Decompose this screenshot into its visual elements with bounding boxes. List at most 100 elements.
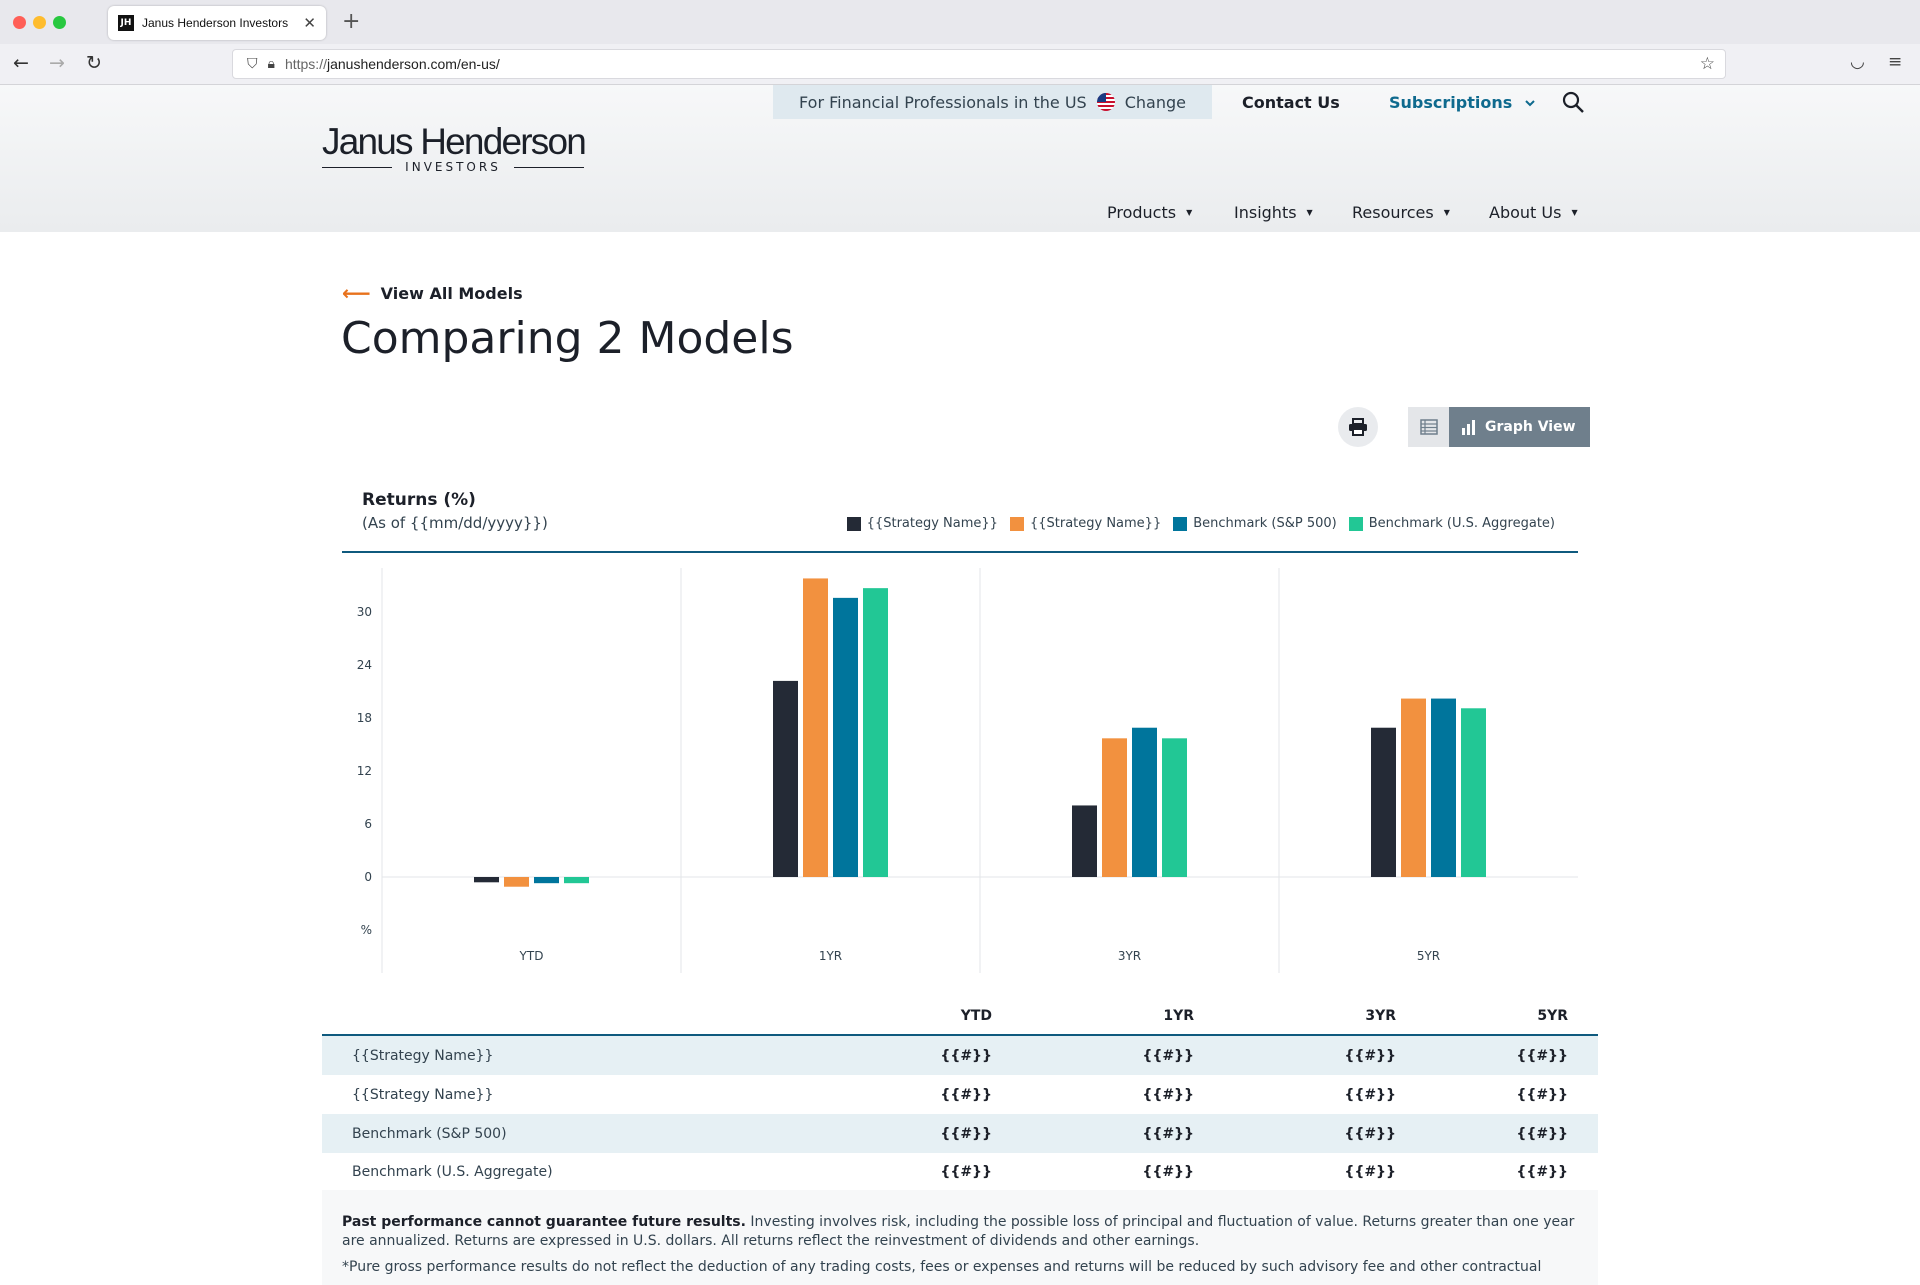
legend-swatch: [1348, 516, 1363, 531]
close-icon[interactable]: ✕: [303, 14, 316, 32]
change-region-link[interactable]: Change: [1124, 92, 1186, 112]
caret-down-icon: ▼: [1186, 208, 1193, 217]
table-header-1yr: 1YR: [1163, 1008, 1194, 1024]
us-flag-icon: [1096, 93, 1115, 111]
print-button[interactable]: [1338, 407, 1378, 447]
address-bar[interactable]: ⛉ 🔒︎ https://janushenderson.com/en-us/ ☆: [232, 49, 1726, 79]
row-value: {{#}}: [1344, 1047, 1396, 1064]
maximize-window-button[interactable]: [53, 16, 66, 29]
browser-tab[interactable]: JH Janus Henderson Investors ✕: [108, 6, 326, 40]
disclosure-note: *Pure gross performance results do not r…: [342, 1259, 1542, 1275]
legend-item: Benchmark (U.S. Aggregate): [1348, 516, 1555, 531]
back-arrow-icon: ⟵: [342, 281, 371, 305]
search-icon[interactable]: [1560, 89, 1586, 115]
bar: [1162, 738, 1187, 877]
bar: [504, 877, 529, 887]
legend-label: Benchmark (S&P 500): [1193, 516, 1337, 531]
legend-swatch: [846, 516, 861, 531]
x-category-label: 1YR: [819, 949, 842, 963]
row-label: {{Strategy Name}}: [352, 1047, 494, 1064]
y-tick-label: 6: [364, 817, 372, 831]
table-row: Benchmark (S&P 500) {{#}} {{#}} {{#}} {{…: [322, 1114, 1598, 1153]
x-category-label: 5YR: [1417, 949, 1440, 963]
bar: [474, 877, 499, 883]
new-tab-button[interactable]: +: [342, 9, 361, 34]
y-tick-label: 0: [364, 870, 372, 884]
url-host: janushenderson.com/en-us/: [326, 56, 500, 72]
view-all-models-link[interactable]: ⟵ View All Models: [342, 283, 523, 303]
table-header-5yr: 5YR: [1537, 1008, 1568, 1024]
chart-subtitle: (As of {{mm/dd/yyyy}}): [362, 514, 548, 532]
browser-chrome: JH Janus Henderson Investors ✕ + ← → ↻ ⛉…: [0, 0, 1920, 85]
back-link-label: View All Models: [380, 283, 523, 303]
tab-bar: JH Janus Henderson Investors ✕ +: [0, 0, 1920, 44]
logo-wordmark: Janus Henderson: [322, 121, 587, 162]
nav-products[interactable]: Products ▼: [1107, 203, 1192, 222]
x-category-label: 3YR: [1118, 949, 1141, 963]
row-value: {{#}}: [1344, 1125, 1396, 1142]
subscriptions-dropdown[interactable]: Subscriptions: [1389, 93, 1536, 112]
navigation-toolbar: ← → ↻ ⛉ 🔒︎ https://janushenderson.com/en…: [0, 44, 1920, 85]
nav-label: Products: [1107, 203, 1177, 222]
subscriptions-label: Subscriptions: [1389, 93, 1513, 112]
legend-item: {{Strategy Name}}: [1009, 516, 1161, 531]
site-header: For Financial Professionals in the US Ch…: [0, 85, 1920, 232]
chart-canvas: 30 24 18 12 6 0% YTD 1YR 3YR 5YR: [357, 568, 1578, 973]
close-window-button[interactable]: [13, 16, 26, 29]
graph-view-button[interactable]: Graph View: [1449, 407, 1590, 447]
row-value: {{#}}: [1516, 1047, 1568, 1064]
bar: [1461, 708, 1486, 877]
chevron-down-icon: [1525, 100, 1535, 107]
contact-us-link[interactable]: Contact Us: [1242, 93, 1340, 112]
nav-label: Insights: [1234, 203, 1297, 222]
audience-region: For Financial Professionals in the US Ch…: [773, 85, 1212, 119]
bar: [1371, 727, 1396, 877]
y-tick-label: %: [361, 923, 372, 937]
minimize-window-button[interactable]: [33, 16, 46, 29]
bar: [833, 597, 858, 877]
menu-icon[interactable]: ≡: [1888, 52, 1903, 72]
legend-label: {{Strategy Name}}: [866, 516, 998, 531]
nav-label: Resources: [1352, 203, 1434, 222]
row-value: {{#}}: [940, 1047, 992, 1064]
url-scheme: https://: [284, 56, 327, 72]
back-arrow-icon[interactable]: ←: [13, 52, 29, 74]
nav-insights[interactable]: Insights ▼: [1234, 203, 1313, 222]
janus-henderson-logo[interactable]: Janus Henderson INVESTORS: [322, 121, 587, 174]
tab-title: Janus Henderson Investors: [142, 16, 289, 30]
table-view-button[interactable]: [1408, 407, 1449, 447]
returns-bar-chart: 30 24 18 12 6 0% YTD 1YR 3YR 5YR: [342, 568, 1578, 978]
bookmark-star-icon[interactable]: ☆: [1699, 54, 1715, 74]
nav-about-us[interactable]: About Us ▼: [1489, 203, 1578, 222]
legend-item: Benchmark (S&P 500): [1173, 516, 1337, 531]
page-title: Comparing 2 Models: [341, 313, 794, 364]
forward-arrow-icon[interactable]: →: [49, 52, 65, 74]
legend-swatch: [1173, 516, 1188, 531]
row-label: Benchmark (S&P 500): [352, 1125, 507, 1142]
lock-icon[interactable]: 🔒︎: [267, 56, 275, 72]
region-text: For Financial Professionals in the US: [799, 92, 1087, 112]
shield-icon[interactable]: ⛉: [247, 56, 258, 72]
nav-resources[interactable]: Resources ▼: [1352, 203, 1450, 222]
reload-icon[interactable]: ↻: [86, 52, 102, 74]
row-value: {{#}}: [1142, 1086, 1194, 1103]
table-header-ytd: YTD: [960, 1008, 992, 1024]
table-row: {{Strategy Name}} {{#}} {{#}} {{#}} {{#}…: [322, 1075, 1598, 1114]
row-value: {{#}}: [1142, 1125, 1194, 1142]
caret-down-icon: ▼: [1443, 208, 1450, 217]
printer-icon: [1349, 418, 1367, 436]
legend-label: Benchmark (U.S. Aggregate): [1368, 516, 1555, 531]
bar: [1401, 698, 1426, 877]
row-value: {{#}}: [940, 1164, 992, 1180]
logo-subtext: INVESTORS: [322, 160, 584, 174]
disclosure-text: Investing involves risk, including the p…: [342, 1214, 1575, 1249]
row-value: {{#}}: [940, 1125, 992, 1142]
pocket-icon[interactable]: ◡: [1850, 52, 1865, 72]
bar: [1102, 738, 1127, 877]
bar: [803, 578, 828, 877]
row-label: {{Strategy Name}}: [352, 1086, 494, 1103]
row-value: {{#}}: [1344, 1164, 1396, 1180]
url-text[interactable]: https://janushenderson.com/en-us/: [285, 56, 1700, 72]
disclosure-paragraph: Past performance cannot guarantee future…: [342, 1213, 1578, 1251]
row-value: {{#}}: [1142, 1164, 1194, 1180]
